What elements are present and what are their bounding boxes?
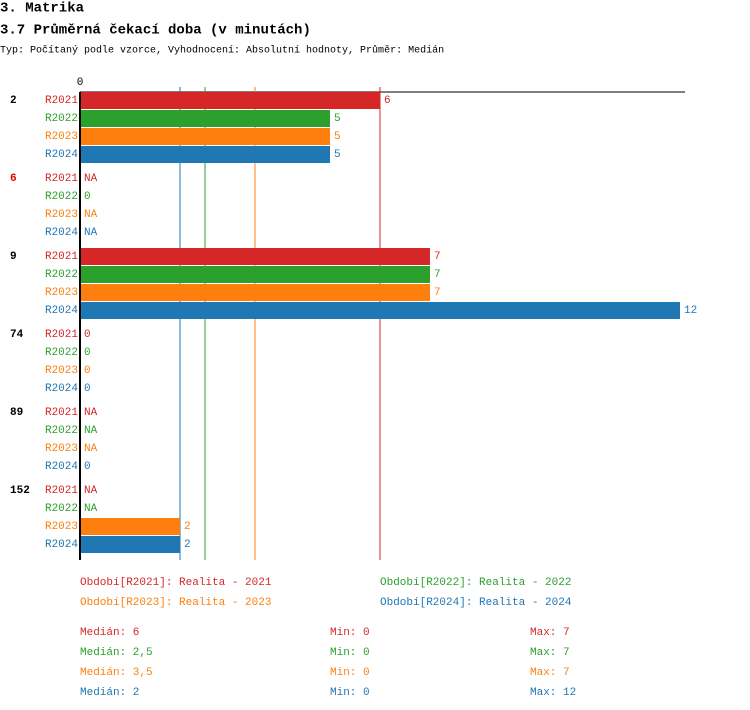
series-label: R2024 <box>45 149 78 161</box>
category-label: 6 <box>10 173 17 185</box>
chart-subtitle: Typ: Počítaný podle vzorce, Vyhodnocení:… <box>0 44 444 57</box>
bar <box>80 146 330 163</box>
x-tick-label: 0 <box>77 77 84 89</box>
value-label: 7 <box>434 251 441 263</box>
value-label: NA <box>84 443 98 455</box>
value-label: 12 <box>684 305 697 317</box>
category-label: 89 <box>10 407 23 419</box>
series-label: R2023 <box>45 443 78 455</box>
value-label: 5 <box>334 113 341 125</box>
bar <box>80 128 330 145</box>
value-label: NA <box>84 503 98 515</box>
series-label: R2023 <box>45 209 78 221</box>
stat-min: Min: 0 <box>330 647 370 659</box>
series-label: R2024 <box>45 383 78 395</box>
stat-median: Medián: 6 <box>80 627 139 639</box>
category-label: 2 <box>10 95 17 107</box>
legend-entry: Období[R2024]: Realita - 2024 <box>380 597 572 609</box>
value-label: 7 <box>434 287 441 299</box>
bar <box>80 92 380 109</box>
value-label: 5 <box>334 149 341 161</box>
bar <box>80 266 430 283</box>
series-label: R2023 <box>45 521 78 533</box>
series-label: R2022 <box>45 191 78 203</box>
legend-entry: Období[R2023]: Realita - 2023 <box>80 597 271 609</box>
series-label: R2023 <box>45 131 78 143</box>
category-label: 152 <box>10 485 30 497</box>
series-label: R2022 <box>45 503 78 515</box>
chart-title: 3.7 Průměrná čekací doba (v minutách) <box>0 23 311 39</box>
value-label: NA <box>84 209 98 221</box>
series-label: R2021 <box>45 329 78 341</box>
page-heading: 3. Matrika <box>0 1 85 17</box>
bar <box>80 110 330 127</box>
series-label: R2021 <box>45 173 78 185</box>
value-label: 6 <box>384 95 391 107</box>
bar <box>80 518 180 535</box>
value-label: 5 <box>334 131 341 143</box>
series-label: R2023 <box>45 287 78 299</box>
stat-max: Max: 7 <box>530 667 570 679</box>
series-label: R2022 <box>45 347 78 359</box>
value-label: 0 <box>84 347 91 359</box>
stat-max: Max: 7 <box>530 627 570 639</box>
bar <box>80 248 430 265</box>
value-label: 0 <box>84 191 91 203</box>
value-label: 2 <box>184 521 191 533</box>
stat-max: Max: 7 <box>530 647 570 659</box>
series-label: R2024 <box>45 305 78 317</box>
stat-median: Medián: 3,5 <box>80 667 153 679</box>
stat-max: Max: 12 <box>530 687 576 699</box>
series-label: R2023 <box>45 365 78 377</box>
series-label: R2022 <box>45 113 78 125</box>
stat-median: Medián: 2,5 <box>80 647 153 659</box>
series-label: R2021 <box>45 407 78 419</box>
stat-median: Medián: 2 <box>80 687 139 699</box>
category-label: 9 <box>10 251 17 263</box>
series-label: R2024 <box>45 227 78 239</box>
value-label: 7 <box>434 269 441 281</box>
stat-min: Min: 0 <box>330 667 370 679</box>
value-label: 0 <box>84 461 91 473</box>
legend-entry: Období[R2021]: Realita - 2021 <box>80 577 272 589</box>
category-label: 74 <box>10 329 24 341</box>
value-label: 2 <box>184 539 191 551</box>
legend-entry: Období[R2022]: Realita - 2022 <box>380 577 571 589</box>
series-label: R2021 <box>45 251 78 263</box>
value-label: NA <box>84 485 98 497</box>
bar <box>80 284 430 301</box>
value-label: NA <box>84 407 98 419</box>
series-label: R2024 <box>45 461 78 473</box>
series-label: R2021 <box>45 485 78 497</box>
series-label: R2024 <box>45 539 78 551</box>
value-label: 0 <box>84 329 91 341</box>
stat-min: Min: 0 <box>330 687 370 699</box>
bar <box>80 536 180 553</box>
bar <box>80 302 680 319</box>
series-label: R2021 <box>45 95 78 107</box>
stat-min: Min: 0 <box>330 627 370 639</box>
series-label: R2022 <box>45 425 78 437</box>
value-label: NA <box>84 425 98 437</box>
value-label: NA <box>84 173 98 185</box>
value-label: 0 <box>84 383 91 395</box>
value-label: NA <box>84 227 98 239</box>
value-label: 0 <box>84 365 91 377</box>
series-label: R2022 <box>45 269 78 281</box>
